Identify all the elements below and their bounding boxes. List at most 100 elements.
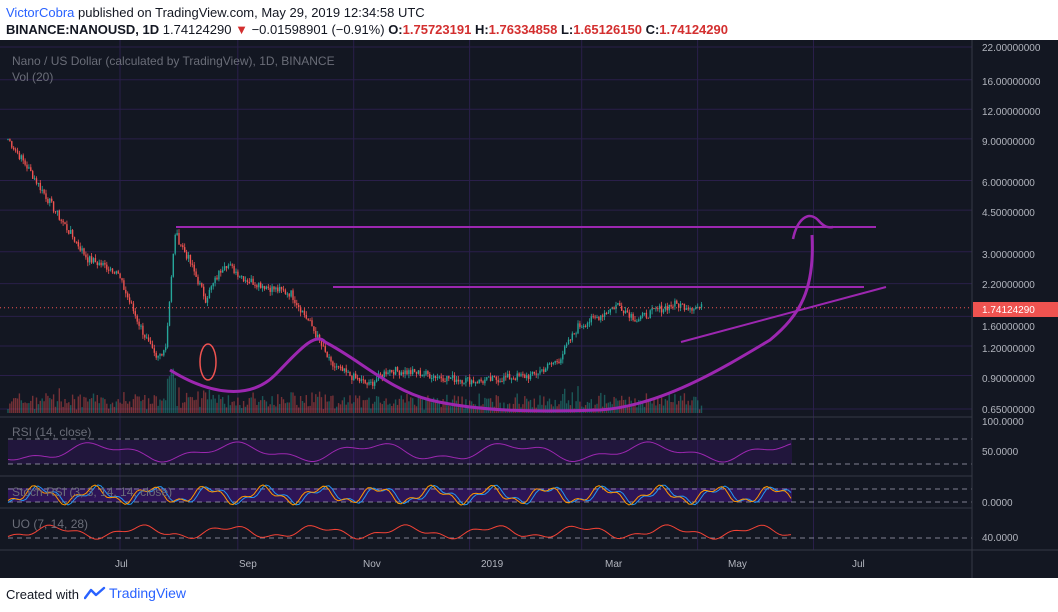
volume-bar xyxy=(20,400,22,413)
volume-bar xyxy=(421,399,423,413)
volume-bar xyxy=(203,390,205,413)
volume-bar xyxy=(208,389,211,413)
x-tick-label: Mar xyxy=(605,559,623,570)
volume-bar xyxy=(157,405,159,413)
volume-bar xyxy=(294,395,296,413)
candle-body xyxy=(292,290,294,300)
candle-body xyxy=(85,254,87,258)
candle-body xyxy=(275,287,277,290)
volume-bar xyxy=(115,401,117,413)
volume-bar xyxy=(41,398,43,413)
candle-body xyxy=(89,256,91,263)
candle-body xyxy=(657,308,659,310)
price-axis[interactable]: 22.00000000 16.00000000 12.00000000 9.00… xyxy=(973,43,1058,544)
volume-bar xyxy=(248,398,250,413)
volume-bar xyxy=(180,407,182,413)
volume-bar xyxy=(427,395,429,413)
candle-body xyxy=(168,301,171,326)
candle-body xyxy=(470,380,473,385)
volume-bar xyxy=(425,398,427,413)
volume-bar xyxy=(615,398,617,413)
candle-body xyxy=(558,361,560,364)
candle-body xyxy=(573,333,575,335)
volume-bar xyxy=(434,402,437,413)
volume-bar xyxy=(347,402,349,413)
volume-bar xyxy=(381,404,383,413)
volume-bar xyxy=(256,404,258,413)
volume-bar xyxy=(423,409,425,413)
candle-body xyxy=(672,306,674,308)
candle-body xyxy=(600,315,602,321)
rsi-line xyxy=(7,441,792,463)
tradingview-logo[interactable]: TradingView xyxy=(84,585,186,601)
candle-body xyxy=(223,266,226,271)
candle-body xyxy=(24,160,26,165)
volume-bar xyxy=(279,404,281,413)
candle-body xyxy=(358,378,361,382)
candle-body xyxy=(497,379,499,383)
volume-bar xyxy=(146,409,148,413)
candle-body xyxy=(90,256,93,263)
candle-body xyxy=(277,287,279,292)
stoch-k-line xyxy=(7,484,792,506)
volume-bar xyxy=(111,402,114,413)
candle-body xyxy=(586,323,589,327)
volume-bar xyxy=(195,399,197,413)
candle-body xyxy=(387,372,389,375)
x-tick-label: Sep xyxy=(239,559,257,570)
candle-body xyxy=(347,371,349,373)
volume-bar xyxy=(541,404,543,413)
volume-bar xyxy=(199,406,201,413)
volume-bar xyxy=(567,400,570,413)
candle-body xyxy=(626,310,629,313)
candle-body xyxy=(109,268,112,270)
candle-body xyxy=(510,378,513,380)
candles xyxy=(7,138,703,390)
volume-bar xyxy=(533,398,535,413)
candle-body xyxy=(598,316,600,321)
candle-body xyxy=(256,285,258,288)
volume-bar xyxy=(13,398,15,413)
candle-body xyxy=(75,241,78,243)
candle-body xyxy=(679,303,682,308)
volume-bar xyxy=(125,401,127,413)
volume-bar xyxy=(410,397,412,413)
volume-bar xyxy=(233,401,235,413)
candle-body xyxy=(698,307,701,309)
volume-bar xyxy=(554,399,556,413)
author-link[interactable]: VictorCobra xyxy=(6,5,75,20)
candle-body xyxy=(100,262,102,266)
y-tick-label: 0.90000000 xyxy=(982,374,1035,385)
candle-body xyxy=(613,307,615,310)
candle-body xyxy=(9,138,11,142)
y-tick-label: 12.00000000 xyxy=(982,107,1041,118)
candle-body xyxy=(195,271,197,277)
candle-body xyxy=(37,182,40,184)
volume-bar xyxy=(322,409,325,413)
candle-body xyxy=(408,370,410,375)
candle-body xyxy=(58,210,60,220)
candle-body xyxy=(622,310,625,314)
candle-body xyxy=(516,373,518,380)
volume-bar xyxy=(478,393,480,413)
volume-bar xyxy=(81,407,83,413)
candle-body xyxy=(254,284,256,286)
volume-bar xyxy=(626,406,629,413)
volume-bar xyxy=(370,408,372,413)
candle-body xyxy=(231,264,233,266)
time-axis[interactable]: Jul Sep Nov 2019 Mar May Jul xyxy=(115,559,865,570)
volume-bar xyxy=(144,395,146,413)
candle-body xyxy=(98,262,100,265)
candle-body xyxy=(389,369,391,373)
volume-bar xyxy=(564,388,566,413)
candle-body xyxy=(548,363,551,365)
candle-body xyxy=(394,367,397,375)
low-value: 1.65126150 xyxy=(573,22,642,37)
volume-bar xyxy=(670,401,672,413)
candle-body xyxy=(13,147,15,150)
tradingview-logo-icon xyxy=(84,586,106,600)
candle-body xyxy=(590,316,592,323)
volume-bar xyxy=(94,401,97,413)
candle-body xyxy=(619,302,621,306)
chart-area[interactable]: Nano / US Dollar (calculated by TradingV… xyxy=(0,40,1058,578)
